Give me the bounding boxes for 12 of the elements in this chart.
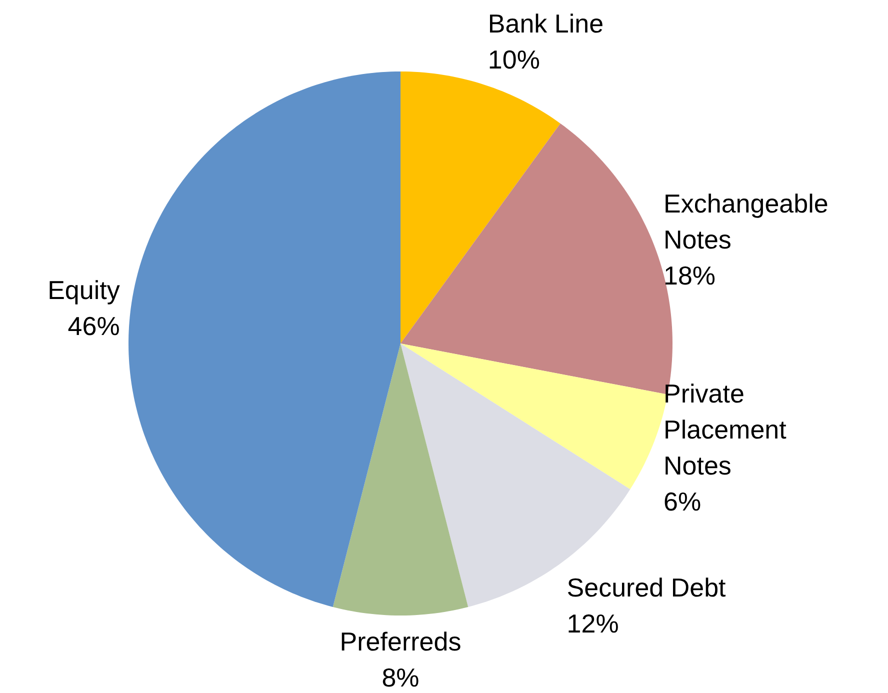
data-label: 46% xyxy=(68,311,120,342)
data-label: 18% xyxy=(664,260,716,290)
data-label: 10% xyxy=(488,44,540,74)
slice-label: Bank Line xyxy=(488,8,604,38)
slice-label: Secured Debt xyxy=(566,572,727,602)
slice-label: Preferreds xyxy=(340,626,462,656)
data-label: 8% xyxy=(382,662,420,692)
slice-label: Equity xyxy=(48,275,120,306)
data-label: 12% xyxy=(566,608,619,638)
slice-label: Exchangeable Notes xyxy=(664,188,828,254)
data-label: 6% xyxy=(664,486,702,517)
slice-label: Private Placement Notes xyxy=(664,378,788,481)
